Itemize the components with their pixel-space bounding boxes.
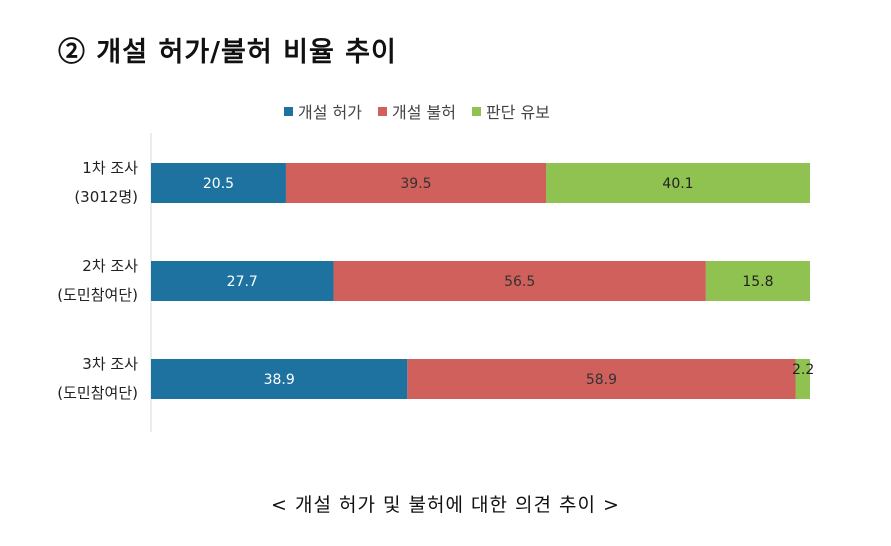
legend-label-undecided: 판단 유보 <box>485 103 550 122</box>
category-label-2-line-2: (도민참여단) <box>57 286 138 304</box>
bar-label-deny-3: 58.9 <box>586 372 617 388</box>
legend-swatch-deny <box>377 106 387 116</box>
category-label-3-line-2: (도민참여단) <box>57 384 138 402</box>
bar-label-deny-2: 56.5 <box>504 274 535 290</box>
bar-label-undecided-3: 2.2 <box>792 362 814 378</box>
bar-label-undecided-2: 15.8 <box>742 274 773 290</box>
category-label-1-line-1: 1차 조사 <box>82 159 138 177</box>
legend-swatch-undecided <box>471 106 481 116</box>
legend-item-undecided: 판단 유보 <box>471 99 550 123</box>
category-label-1-line-2: (3012명) <box>74 188 138 206</box>
bar-permit-3 <box>151 359 408 399</box>
bar-deny-2 <box>333 261 706 301</box>
chart-heading: ② 개설 허가/불허 비율 추이 <box>58 37 397 68</box>
bar-deny-3 <box>407 359 796 399</box>
bar-undecided-1 <box>546 163 810 203</box>
chart-legend: 개설 허가 개설 불허 판단 유보 <box>284 99 550 123</box>
legend-swatch-permit <box>284 106 293 116</box>
bar-label-undecided-1: 40.1 <box>662 176 693 192</box>
bar-label-permit-1: 20.5 <box>203 176 234 192</box>
chart-caption: < 개설 허가 및 불허에 대한 의견 추이 > <box>271 494 620 516</box>
bar-undecided-2 <box>705 261 810 301</box>
bar-deny-1 <box>285 163 547 203</box>
legend-item-permit: 개설 허가 <box>284 99 362 123</box>
bar-permit-1 <box>151 163 286 203</box>
bar-undecided-3 <box>795 359 810 399</box>
legend-label-permit: 개설 허가 <box>298 103 362 122</box>
category-label-3-line-1: 3차 조사 <box>82 355 138 373</box>
bar-permit-2 <box>151 261 334 301</box>
bar-label-permit-3: 38.9 <box>264 372 295 388</box>
bar-label-permit-2: 27.7 <box>227 274 258 290</box>
category-label-2-line-1: 2차 조사 <box>82 257 138 275</box>
legend-label-deny: 개설 불허 <box>391 103 456 122</box>
bar-label-deny-1: 39.5 <box>400 176 431 192</box>
legend-item-deny: 개설 불허 <box>377 99 456 123</box>
